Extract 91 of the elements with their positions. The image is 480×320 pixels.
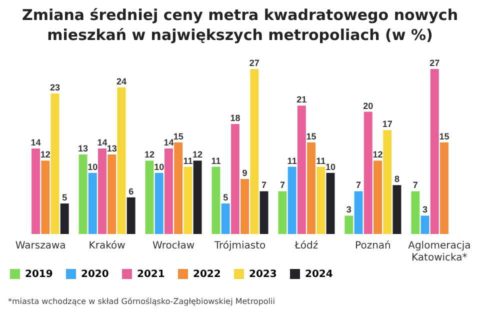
bar (154, 172, 164, 234)
bar (411, 191, 420, 234)
legend-label: 2021 (137, 269, 165, 280)
data-label: 15 (306, 131, 316, 142)
bar (50, 93, 60, 234)
bar (221, 203, 230, 234)
bar (307, 142, 316, 234)
data-label: 3 (346, 204, 352, 215)
bar (88, 172, 97, 234)
bar (126, 197, 136, 234)
bar (193, 160, 202, 234)
x-tick-label: Warszawa (15, 240, 66, 252)
x-tick-label: Kraków (88, 240, 126, 252)
bar (98, 148, 106, 234)
x-tick-label: Łódź (294, 240, 318, 252)
data-label: 11 (183, 156, 193, 166)
bar (32, 148, 40, 234)
data-label: 11 (316, 156, 326, 166)
bar (364, 112, 372, 234)
bar (383, 130, 392, 234)
bar (392, 185, 402, 234)
data-label: 5 (62, 192, 68, 202)
bar (288, 166, 296, 234)
bar (344, 216, 354, 234)
data-label: 20 (363, 100, 374, 111)
data-label: 27 (249, 58, 260, 68)
data-label: 5 (223, 192, 228, 202)
bar (354, 191, 363, 234)
data-label: 7 (262, 180, 267, 190)
bar (230, 124, 240, 234)
chart-title: Zmiana średniej ceny metra kwadratowego nowych mieszkań w największych metropoliach (w %) (20, 5, 460, 45)
bar (41, 160, 50, 234)
data-label: 18 (230, 113, 240, 123)
data-label: 9 (242, 168, 248, 178)
legend-label: 2022 (193, 269, 221, 280)
data-label: 10 (154, 162, 164, 172)
data-label: 12 (144, 150, 155, 160)
bar (174, 142, 183, 234)
data-label: 27 (430, 58, 440, 68)
data-label: 7 (412, 180, 418, 190)
bar (60, 203, 69, 234)
data-label: 21 (296, 94, 307, 105)
data-label: 7 (280, 180, 285, 190)
text: *miasta wchodzące w skład Górnośląsko-Zagłębiowskiej Metropolii (7, 297, 276, 306)
bar (145, 160, 154, 234)
legend-label: 2023 (249, 269, 277, 280)
bar (78, 154, 88, 234)
bar (420, 216, 430, 234)
data-label: 10 (325, 162, 336, 172)
bar (184, 166, 192, 234)
bar (374, 160, 382, 234)
legend-label: 2024 (305, 269, 333, 280)
data-label: 15 (173, 131, 184, 142)
bar (430, 69, 439, 234)
bar (297, 106, 306, 234)
x-tick-label: Aglomeracja Katowicka* (408, 240, 471, 264)
x-tick-label: Wrocław (152, 240, 195, 252)
data-label: 14 (30, 137, 41, 148)
bar (108, 154, 116, 234)
data-label: 12 (40, 150, 50, 160)
bar (212, 166, 220, 234)
bar (260, 191, 268, 234)
data-label: 12 (192, 150, 203, 160)
data-label: 14 (164, 137, 174, 148)
data-label: 23 (50, 82, 60, 92)
data-label: 13 (78, 144, 88, 154)
data-label: 8 (394, 174, 400, 184)
data-label: 14 (97, 137, 108, 148)
data-label: 15 (439, 131, 450, 142)
data-label: 17 (382, 119, 392, 130)
data-label: 6 (128, 186, 134, 196)
legend-label: 2020 (81, 269, 109, 280)
data-label: 11 (287, 156, 297, 166)
data-label: 7 (356, 180, 362, 190)
data-label: 13 (106, 144, 117, 154)
data-label: 24 (116, 76, 126, 86)
data-label: 12 (372, 150, 383, 160)
x-tick-label: Trójmiasto (213, 240, 266, 252)
bar (278, 191, 287, 234)
data-label: 3 (422, 204, 428, 215)
data-label: 10 (88, 162, 98, 172)
bar (164, 148, 173, 234)
bar (250, 69, 259, 234)
bar (240, 179, 250, 234)
bar (117, 87, 126, 234)
bar (316, 166, 326, 234)
data-label: 11 (211, 156, 221, 166)
bar (326, 172, 335, 234)
bar (440, 142, 448, 234)
legend-label: 2019 (25, 269, 53, 280)
x-tick-label: Poznań (355, 240, 391, 252)
